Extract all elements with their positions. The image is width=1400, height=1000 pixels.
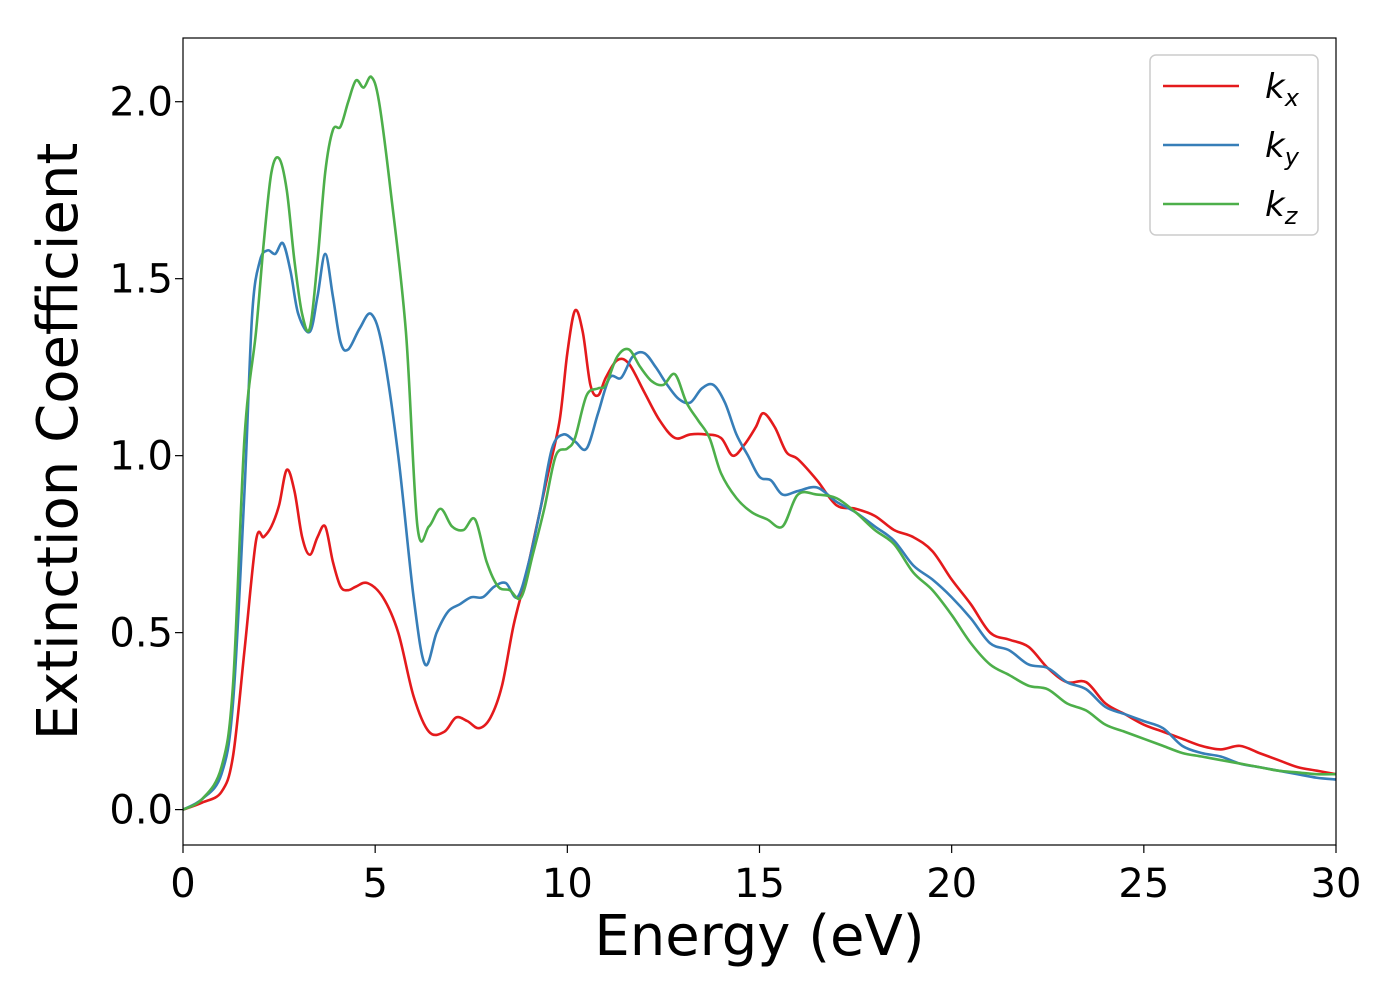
- x-tick-label: 0: [170, 861, 195, 907]
- x-axis-label: Energy (eV): [594, 904, 924, 969]
- legend-label-y: ky: [1265, 126, 1300, 171]
- y-tick-label: 1.5: [109, 257, 173, 303]
- x-tick-label: 25: [1118, 861, 1169, 907]
- series-line-y: [183, 241, 1336, 811]
- x-tick-label: 20: [926, 861, 977, 907]
- y-tick-label: 1.0: [109, 434, 173, 480]
- x-tick-label: 15: [734, 861, 785, 907]
- x-axis: 0 5 10 15 20 25 30: [170, 845, 1361, 907]
- y-axis: 0.0 0.5 1.0 1.5 2.0: [109, 80, 183, 834]
- x-tick-label: 5: [362, 861, 387, 907]
- series-layer: [183, 75, 1336, 811]
- x-tick-label: 10: [542, 861, 593, 907]
- legend-label-x: kx: [1265, 67, 1300, 112]
- y-tick-label: 2.0: [109, 80, 173, 126]
- y-tick-label: 0.5: [109, 611, 173, 657]
- y-axis-label: Extinction Coefficient: [26, 143, 91, 741]
- series-line-z: [183, 75, 1336, 811]
- y-tick-label: 0.0: [109, 788, 173, 834]
- x-tick-label: 30: [1311, 861, 1362, 907]
